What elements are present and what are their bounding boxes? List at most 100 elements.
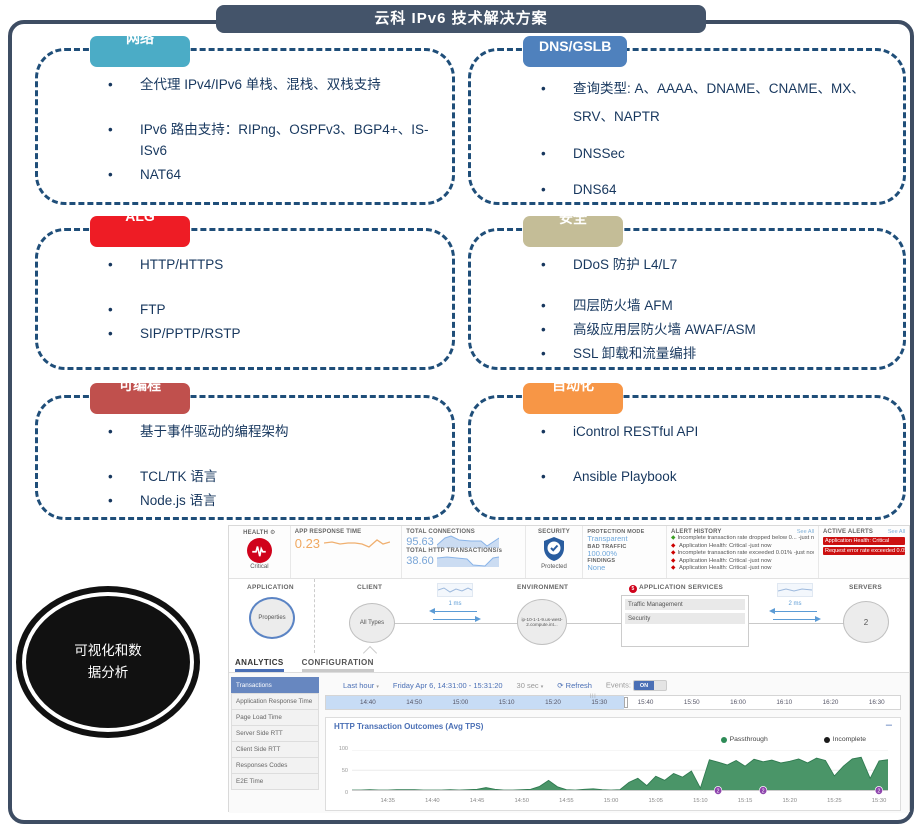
bullet-item: DDoS 防护 L4/L7 <box>531 255 885 276</box>
x-axis-tick: 15:30 <box>871 798 887 804</box>
alert-history-item: ◆ Application Health: Critical -just now <box>671 565 772 572</box>
metric-list-item[interactable]: Client Side RTT <box>231 741 319 757</box>
feature-box-network-tab: 网络 <box>90 36 190 67</box>
alert-status-icon: ◆ <box>671 565 676 572</box>
metric-list-item[interactable]: Application Response Time <box>231 693 319 709</box>
gear-icon[interactable]: ⚙ <box>270 530 276 536</box>
bullet-item: Ansible Playbook <box>531 467 885 488</box>
metric-sidebar: Transactions Application Response Time Pag… <box>231 677 319 790</box>
client-env-arrows: 1 ms <box>427 601 483 623</box>
bullet-item: FTP <box>98 300 434 321</box>
feature-box-automation-tab: 自动化 <box>523 383 623 414</box>
timeline-grip-icon[interactable]: ||| <box>590 693 597 698</box>
alert-status-icon: ◆ <box>671 550 676 557</box>
legend-entry: Incomplete <box>823 736 866 743</box>
health-panel: HEALTH ⚙ Critical <box>229 526 291 578</box>
application-services-box: Traffic Management Security <box>621 595 749 647</box>
chart-legend: Passthrough Incomplete <box>720 736 866 743</box>
events-toggle[interactable]: ON <box>633 679 668 691</box>
svg-text:2: 2 <box>877 788 880 794</box>
y-axis-tick: 0 <box>344 790 348 796</box>
collapse-icon[interactable]: – <box>885 719 892 731</box>
refresh-button[interactable]: ⟳ Refresh <box>557 680 592 690</box>
servers-node[interactable]: 2 <box>843 601 889 643</box>
bullet-item: NAT64 <box>98 165 434 186</box>
stats-row: HEALTH ⚙ Critical APP RESPONSE TIME 0.23… <box>229 526 909 579</box>
bullet-item: TCL/TK 语言 <box>98 467 434 488</box>
timeline-tick: 15:50 <box>683 699 700 706</box>
active-alerts-list: Application Health: Critical Request erro… <box>823 537 906 555</box>
bullet-item: IPv6 路由支持：RIPng、OSPFv3、BGP4+、IS-ISv6 <box>98 120 434 162</box>
alert-history-panel: ALERT HISTORY See All ◆ Incomplete transa… <box>667 526 820 578</box>
timeline-tick: 14:40 <box>360 699 376 706</box>
refresh-icon: ⟳ <box>557 680 564 690</box>
x-axis-tick: 15:05 <box>648 798 663 804</box>
feature-box-dns-gslb-tab: DNS/GSLB <box>523 36 628 67</box>
active-alert-bar: Application Health: Critical <box>823 537 906 545</box>
security-label: SECURITY <box>538 529 570 535</box>
client-node[interactable]: All Types <box>349 603 395 643</box>
feature-box-dns-gslb-items: 查询类型: A、AAAA、DNAME、CNAME、MX、SRV、NAPTR DNS… <box>471 51 903 205</box>
visualization-ellipse-text: 可视化和数 据分析 <box>74 643 142 680</box>
feature-box-programmable-label: 可编程 <box>119 383 161 393</box>
metric-list-item[interactable]: Transactions <box>231 677 319 693</box>
analytics-dashboard: HEALTH ⚙ Critical APP RESPONSE TIME 0.23… <box>228 525 910 813</box>
timeline-tick: 16:30 <box>868 699 885 706</box>
page-title-text: 云科 IPv6 技术解决方案 <box>374 10 548 27</box>
application-services-label: 5 APPLICATION SERVICES <box>629 584 723 593</box>
findings-value: None <box>587 563 606 573</box>
service-row[interactable]: Security <box>625 613 745 624</box>
dashboard-tab[interactable]: ANALYTICS <box>235 653 284 672</box>
area-chart-plot: 2 2 2 <box>352 750 888 796</box>
metric-list-item[interactable]: Responses Codes <box>231 757 319 773</box>
shield-check-icon <box>544 537 565 561</box>
arrow-left-icon <box>427 607 483 615</box>
x-axis-ticks: 14:35 14:40 14:45 14:50 14:55 15:00 15:05 15:10… <box>352 798 888 808</box>
interval-dropdown[interactable]: 30 sec ▾ <box>516 680 544 690</box>
alert-history-item: ◆ Incomplete transaction rate exceeded 0.… <box>671 550 815 557</box>
y-axis-tick: 50 <box>341 768 348 774</box>
active-alert-bar: Request error rate exceeded 0.05% <box>823 547 906 555</box>
bullet-item: DNSSec <box>531 140 885 169</box>
health-critical-icon <box>246 538 272 563</box>
timeline-tick: 16:00 <box>730 699 746 706</box>
f5-logo-icon: 5 <box>629 585 637 593</box>
metric-list-item[interactable]: E2E Time <box>231 773 319 790</box>
timeline-handle[interactable] <box>624 697 629 708</box>
timeline-tick: 15:20 <box>545 699 561 706</box>
x-axis-tick: 14:55 <box>559 798 574 804</box>
total-http-value: 38.60 <box>406 554 434 567</box>
chevron-down-icon: ▾ <box>376 683 379 690</box>
application-map: APPLICATION Properties CLIENT All Types … <box>229 579 909 661</box>
x-axis-tick: 15:20 <box>782 798 797 804</box>
feature-box-network: 网络 全代理 IPv4/IPv6 单栈、混栈、双栈支持 IPv6 路由支持：RIP… <box>35 36 455 205</box>
dashboard-tabs: ANALYTICS CONFIGURATION <box>229 653 909 673</box>
response-time-sparkline <box>324 539 391 548</box>
timeline-scrubber[interactable]: ||| 14:40 14:50 15:00 15:10 15:20 15:30 15:40 1… <box>325 693 901 710</box>
x-axis-tick: 15:10 <box>693 798 708 804</box>
alert-history-item: ◆ Application Health: Critical -just now <box>671 542 772 549</box>
dashboard-tab[interactable]: CONFIGURATION <box>301 653 374 672</box>
environment-node[interactable]: ip-10-1-1-9.us-west-2.compute.int... <box>517 599 567 645</box>
feature-box-alg-tab: ALG <box>90 216 190 247</box>
legend-dot-icon <box>823 736 830 743</box>
feature-box-security: 安全 DDoS 防护 L4/L7 四层防火墙 AFM 高级应用层防火墙 AWAF/A… <box>468 216 906 370</box>
feature-box-automation: 自动化 iControl RESTful API Ansible Playbook <box>468 383 906 520</box>
see-all-link[interactable]: See All <box>887 529 906 535</box>
service-row[interactable]: Traffic Management <box>625 599 745 610</box>
see-all-link[interactable]: See All <box>796 529 815 535</box>
arrow-left-icon <box>767 607 823 615</box>
feature-box-dns-gslb: DNS/GSLB 查询类型: A、AAAA、DNAME、CNAME、MX、SRV… <box>468 36 906 205</box>
feature-box-dns-gslb-label: DNS/GSLB <box>539 38 612 54</box>
metric-list-item[interactable]: Page Load Time <box>231 709 319 725</box>
bullet-item: SSL 卸载和流量编排 <box>531 344 885 365</box>
application-node[interactable]: Properties <box>249 597 295 639</box>
metric-list-item[interactable]: Server Side RTT <box>231 725 319 741</box>
date-range-text: Friday Apr 6, 14:31:00 - 15:31:20 <box>392 680 503 690</box>
bullet-item: 高级应用层防火墙 AWAF/ASM <box>531 320 885 341</box>
time-range-dropdown[interactable]: Last hour ▾ <box>343 680 379 690</box>
connections-sparkline <box>436 535 499 548</box>
arrow-right-icon <box>427 615 483 623</box>
app-response-time-value: 0.23 <box>294 535 321 551</box>
alert-history-item: ◆ Application Health: Critical -just now <box>671 557 772 564</box>
